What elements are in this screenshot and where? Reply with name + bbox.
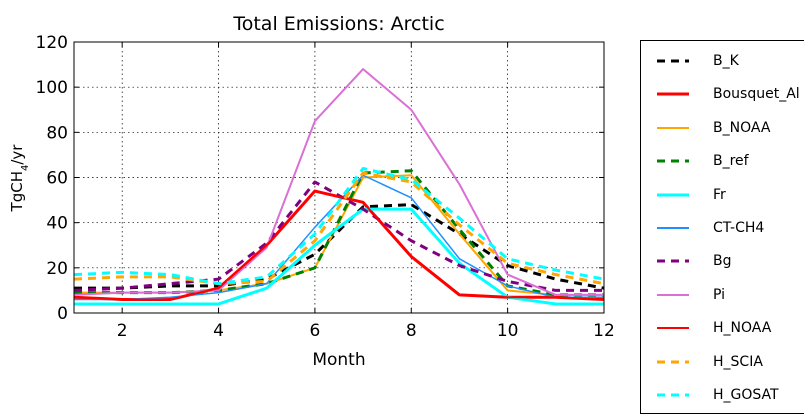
chart-title: Total Emissions: Arctic xyxy=(232,13,444,35)
series-line-pi xyxy=(73,68,604,296)
legend-swatch xyxy=(657,227,689,229)
legend-label: H_GOSAT xyxy=(713,387,779,403)
y-axis-label: TgCH4/yr xyxy=(8,144,31,213)
x-tick-label: 4 xyxy=(213,321,224,341)
legend-item-b-noaa: B_NOAA xyxy=(641,116,770,140)
legend-swatch xyxy=(657,159,689,163)
series-lines xyxy=(73,68,605,306)
legend-label: Fr xyxy=(713,186,726,203)
series-line-h-gosat xyxy=(73,166,605,286)
x-tick-label: 10 xyxy=(497,321,519,341)
legend-item-bg: Bg xyxy=(641,249,732,273)
legend-label: Pi xyxy=(713,286,726,303)
series-line-bg xyxy=(73,180,604,292)
legend-label: H_NOAA xyxy=(713,320,772,337)
legend-item-bousquet-al: Bousquet_Al xyxy=(641,82,800,106)
legend-swatch xyxy=(657,293,689,296)
legend-item-b-k: B_K xyxy=(641,49,739,73)
series-line-h-noaa xyxy=(73,190,605,301)
legend-swatch xyxy=(657,259,689,263)
legend-swatch xyxy=(657,92,689,96)
legend-label: B_ref xyxy=(713,153,749,170)
y-tick-label: 40 xyxy=(46,214,68,234)
legend-label: B_K xyxy=(713,53,739,69)
legend-label: Bousquet_Al xyxy=(713,86,800,103)
series-line-b-noaa xyxy=(74,174,604,296)
legend-item-h-scia: H_SCIA xyxy=(641,350,763,374)
y-tick-label: 20 xyxy=(46,259,68,279)
legend-label: B_NOAA xyxy=(713,119,771,136)
series-line-fr xyxy=(74,207,604,306)
legend-label: CT-CH4 xyxy=(713,220,765,236)
legend-item-ct-ch4: CT-CH4 xyxy=(641,216,764,240)
legend-swatch xyxy=(657,126,689,129)
legend: B_K Bousquet_Al B_NOAA B_ref Fr CT-CH4 Bg Pi H_N… xyxy=(640,40,804,414)
y-tick-label: 120 xyxy=(36,33,68,53)
x-tick-label: 8 xyxy=(406,321,417,341)
legend-swatch xyxy=(657,193,689,197)
x-tick-label: 12 xyxy=(593,321,615,341)
legend-swatch xyxy=(657,393,689,397)
legend-item-pi: Pi xyxy=(641,283,725,307)
y-tick-label: 0 xyxy=(57,304,68,324)
legend-swatch xyxy=(657,327,689,330)
legend-item-fr: Fr xyxy=(641,183,726,207)
series-line-h-scia xyxy=(73,171,605,286)
legend-swatch xyxy=(657,59,689,63)
legend-swatch xyxy=(657,360,689,364)
series-line-b-k xyxy=(74,203,605,290)
series-line-b-ref xyxy=(74,169,604,297)
y-tick-label: 60 xyxy=(46,169,68,189)
grid-lines xyxy=(74,42,604,313)
y-tick-label: 100 xyxy=(36,78,68,98)
legend-item-h-noaa: H_NOAA xyxy=(641,316,771,340)
legend-label: Bg xyxy=(713,253,732,270)
legend-label: H_SCIA xyxy=(713,353,763,370)
y-tick-label: 80 xyxy=(46,123,68,143)
legend-item-b-ref: B_ref xyxy=(641,149,749,173)
x-axis-label: Month xyxy=(312,350,365,370)
x-tick-label: 6 xyxy=(309,321,320,341)
legend-item-h-gosat: H_GOSAT xyxy=(641,383,779,407)
x-tick-label: 2 xyxy=(117,321,128,341)
